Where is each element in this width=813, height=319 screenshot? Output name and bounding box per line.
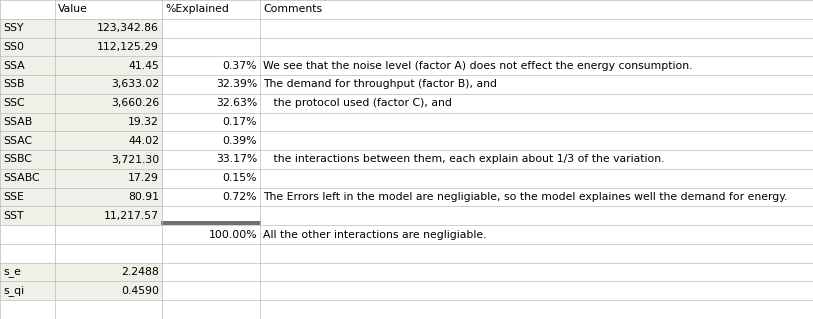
Bar — [55, 150, 162, 169]
Text: 0.15%: 0.15% — [223, 173, 257, 183]
Bar — [55, 19, 162, 38]
Text: SSABC: SSABC — [3, 173, 40, 183]
Text: The Errors left in the model are negligiable, so the model explaines well the de: The Errors left in the model are negligi… — [263, 192, 788, 202]
Text: 0.37%: 0.37% — [223, 61, 257, 71]
Bar — [55, 263, 162, 281]
Bar — [0, 206, 55, 225]
Bar — [0, 169, 55, 188]
Text: Value: Value — [58, 4, 88, 14]
Text: We see that the noise level (factor A) does not effect the energy consumption.: We see that the noise level (factor A) d… — [263, 61, 693, 71]
Text: 33.17%: 33.17% — [215, 154, 257, 165]
Text: SSA: SSA — [3, 61, 24, 71]
Text: All the other interactions are negligiable.: All the other interactions are negligiab… — [263, 230, 486, 240]
Text: 32.39%: 32.39% — [215, 79, 257, 89]
Text: SS0: SS0 — [3, 42, 24, 52]
Text: 0.4590: 0.4590 — [121, 286, 159, 296]
Text: the interactions between them, each explain about 1/3 of the variation.: the interactions between them, each expl… — [263, 154, 664, 165]
Bar — [55, 206, 162, 225]
Text: 44.02: 44.02 — [128, 136, 159, 146]
Bar — [55, 56, 162, 75]
Bar — [55, 94, 162, 113]
Text: 0.39%: 0.39% — [223, 136, 257, 146]
Text: the protocol used (factor C), and: the protocol used (factor C), and — [263, 98, 452, 108]
Bar — [0, 281, 55, 300]
Bar — [55, 188, 162, 206]
Text: 17.29: 17.29 — [128, 173, 159, 183]
Text: 19.32: 19.32 — [128, 117, 159, 127]
Text: SST: SST — [3, 211, 24, 221]
Text: SSY: SSY — [3, 23, 24, 33]
Text: SSB: SSB — [3, 79, 24, 89]
Text: 123,342.86: 123,342.86 — [97, 23, 159, 33]
Text: SSBC: SSBC — [3, 154, 32, 165]
Bar — [55, 75, 162, 94]
Text: s_qi: s_qi — [3, 286, 24, 296]
Bar — [55, 113, 162, 131]
Text: SSAB: SSAB — [3, 117, 33, 127]
Text: 2.2488: 2.2488 — [121, 267, 159, 277]
Text: Comments: Comments — [263, 4, 322, 14]
Bar — [55, 131, 162, 150]
Text: SSE: SSE — [3, 192, 24, 202]
Bar — [55, 281, 162, 300]
Text: 100.00%: 100.00% — [208, 230, 257, 240]
Bar — [55, 38, 162, 56]
Bar — [0, 188, 55, 206]
Text: SSC: SSC — [3, 98, 24, 108]
Bar — [55, 169, 162, 188]
Text: SSAC: SSAC — [3, 136, 33, 146]
Text: 80.91: 80.91 — [128, 192, 159, 202]
Text: 112,125.29: 112,125.29 — [97, 42, 159, 52]
Text: %Explained: %Explained — [165, 4, 229, 14]
Text: 3,660.26: 3,660.26 — [111, 98, 159, 108]
Text: The demand for throughput (factor B), and: The demand for throughput (factor B), an… — [263, 79, 497, 89]
Text: 0.72%: 0.72% — [223, 192, 257, 202]
Bar — [0, 19, 55, 38]
Bar — [0, 263, 55, 281]
Text: 11,217.57: 11,217.57 — [104, 211, 159, 221]
Text: 32.63%: 32.63% — [215, 98, 257, 108]
Bar — [0, 113, 55, 131]
Text: 41.45: 41.45 — [128, 61, 159, 71]
Text: 3,721.30: 3,721.30 — [111, 154, 159, 165]
Bar — [0, 56, 55, 75]
Text: s_e: s_e — [3, 267, 21, 277]
Bar — [0, 94, 55, 113]
Bar — [0, 150, 55, 169]
Text: 0.17%: 0.17% — [223, 117, 257, 127]
Text: 3,633.02: 3,633.02 — [111, 79, 159, 89]
Bar — [0, 131, 55, 150]
Bar — [0, 75, 55, 94]
Bar — [0, 38, 55, 56]
